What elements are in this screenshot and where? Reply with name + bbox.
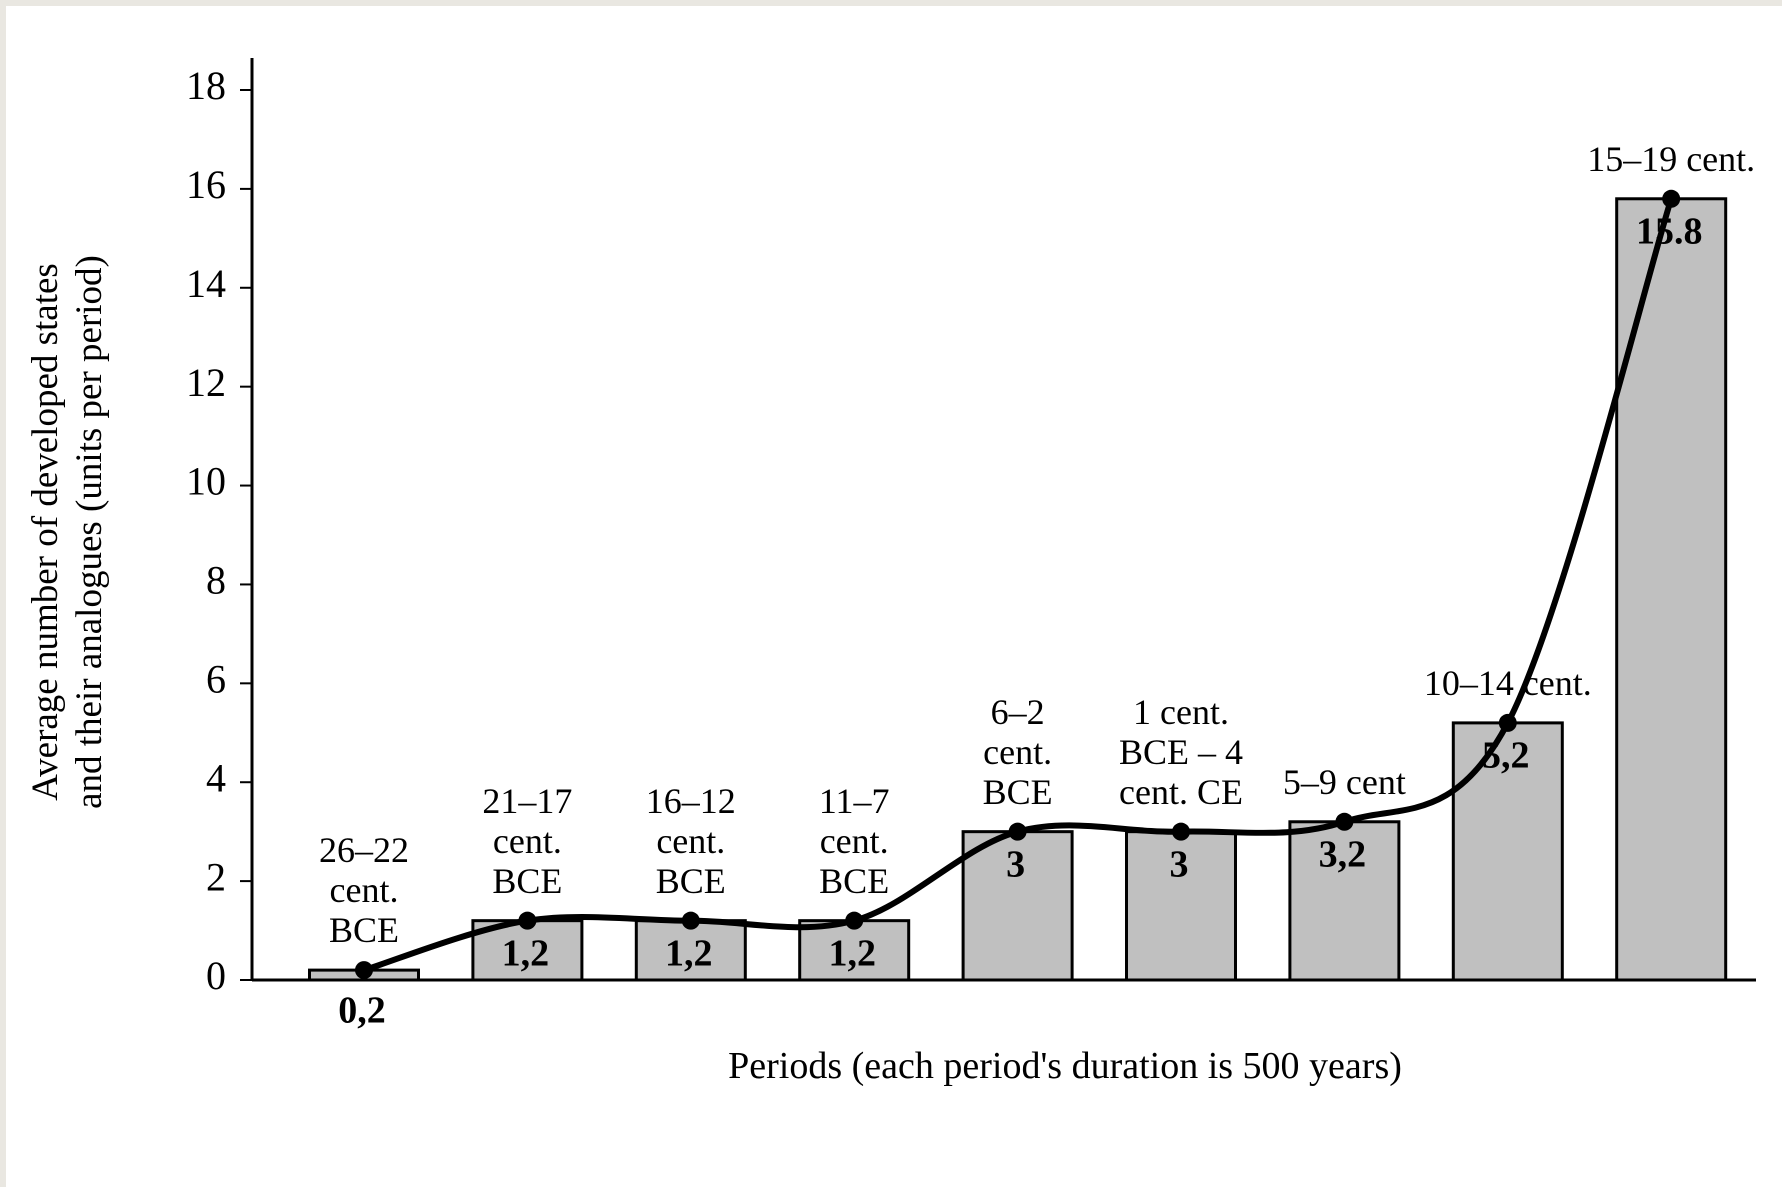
- trend-point: [681, 911, 700, 930]
- value-label: 1,2: [828, 932, 876, 974]
- y-tick-label: 0: [206, 953, 226, 998]
- x-axis-title: Periods (each period's duration is 500 y…: [728, 1045, 1402, 1087]
- y-axis-title: Average number of developed states and t…: [25, 255, 110, 809]
- y-tick-label: 10: [186, 459, 226, 504]
- trend-point: [1498, 713, 1517, 732]
- value-label: 1,2: [502, 932, 550, 974]
- value-label: 3: [1170, 843, 1189, 885]
- y-tick-label: 14: [186, 261, 226, 306]
- category-label: 16–12 cent. BCE: [645, 780, 736, 901]
- bar: [798, 919, 911, 982]
- category-label: 5–9 cent: [1282, 761, 1406, 802]
- y-tick-label: 12: [186, 360, 226, 405]
- trend-point: [1008, 822, 1027, 841]
- y-tick-label: 2: [206, 854, 226, 899]
- y-tick-label: 16: [186, 162, 226, 207]
- category-label: 21–17 cent. BCE: [482, 780, 573, 901]
- value-label: 3: [1006, 843, 1025, 885]
- bar: [1451, 721, 1564, 982]
- value-label: 1,2: [665, 932, 713, 974]
- value-label: 3,2: [1319, 833, 1367, 875]
- category-label: 26–22 cent. BCE: [319, 830, 409, 951]
- trend-point: [355, 961, 373, 980]
- y-tick-label: 8: [206, 558, 226, 603]
- trend-line: [363, 197, 1675, 973]
- bar: [1615, 197, 1728, 982]
- trend-point: [1662, 189, 1681, 208]
- category-label: 10–14 cent.: [1423, 662, 1592, 703]
- y-tick-label: 6: [206, 657, 226, 702]
- value-label: 0,2: [338, 990, 386, 1032]
- panel: [6, 6, 1782, 1187]
- trend-point: [518, 911, 537, 930]
- y-tick-label: 18: [186, 63, 226, 108]
- value-label: 15.8: [1636, 210, 1703, 252]
- trend-point: [845, 911, 864, 930]
- category-label: 1 cent. BCE – 4 cent. CE: [1118, 691, 1243, 812]
- category-label: 6–2 cent. BCE: [982, 691, 1053, 812]
- category-label: 11–7 cent. BCE: [818, 780, 890, 901]
- trend-point: [1172, 822, 1190, 841]
- y-tick-label: 4: [206, 755, 226, 800]
- trend-point: [1335, 812, 1354, 831]
- category-label: 15–19 cent.: [1587, 138, 1756, 179]
- bar: [1288, 820, 1401, 982]
